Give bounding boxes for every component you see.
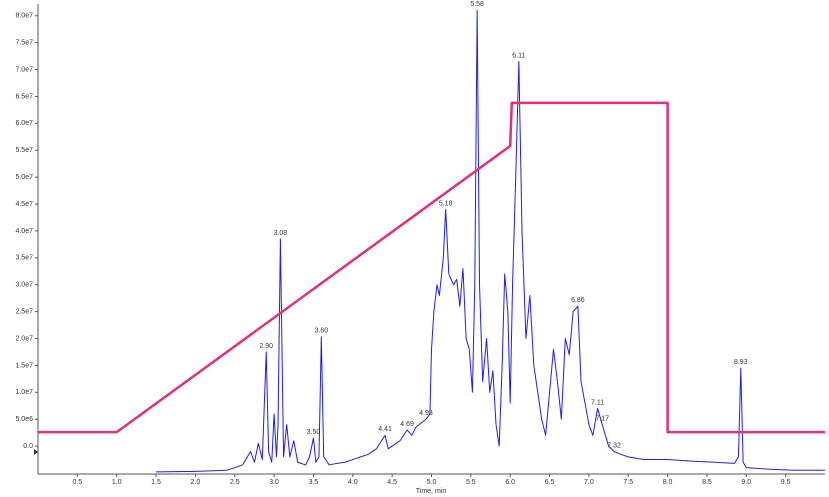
x-tick-label: 4.5 xyxy=(387,479,397,486)
x-tick-label: 2.5 xyxy=(230,479,240,486)
x-tick-label: 6.0 xyxy=(505,479,515,486)
peak-label: 6.11 xyxy=(512,52,525,59)
peak-label: 4.93 xyxy=(419,410,433,417)
peak-label: 4.69 xyxy=(400,421,414,428)
x-tick-label: 7.5 xyxy=(623,479,633,486)
peak-label: 2.90 xyxy=(259,343,273,350)
y-tick-label: 1.5e7 xyxy=(15,362,33,369)
x-tick-label: 1.0 xyxy=(112,479,122,486)
y-tick-label: 8.0e7 xyxy=(15,13,33,20)
x-tick-label: 4.0 xyxy=(348,479,358,486)
series-line xyxy=(38,101,825,434)
y-tick-label: 1.0e7 xyxy=(15,389,33,396)
peak-label: 4.41 xyxy=(378,426,392,433)
peak-label: 3.60 xyxy=(315,328,329,335)
x-tick-label: 0.5 xyxy=(72,479,82,486)
x-tick-label: 5.5 xyxy=(466,479,476,486)
axis-marker xyxy=(34,449,38,455)
x-tick-label: 5.0 xyxy=(427,479,437,486)
peak-label: 7.11 xyxy=(591,399,604,406)
peak-label: 8.93 xyxy=(734,359,748,366)
y-tick-label: 4.0e7 xyxy=(15,228,33,235)
peak-label: 5.18 xyxy=(439,200,453,207)
y-tick-label: 5.0e6 xyxy=(15,416,33,423)
y-tick-label: 0.0 xyxy=(23,443,33,450)
x-tick-label: 8.0 xyxy=(663,479,673,486)
x-tick-label: 7.0 xyxy=(584,479,594,486)
x-tick-label: 1.5 xyxy=(151,479,161,486)
y-tick-label: 2.5e7 xyxy=(15,308,33,315)
peak-label: 3.50 xyxy=(307,429,321,436)
peak-label: 3.08 xyxy=(274,230,288,237)
y-tick-label: 3.0e7 xyxy=(15,282,33,289)
y-tick-label: 5.5e7 xyxy=(15,147,33,154)
series-line xyxy=(156,9,825,473)
y-tick-label: 2.0e7 xyxy=(15,335,33,342)
y-tick-label: 6.0e7 xyxy=(15,120,33,127)
x-tick-label: 9.5 xyxy=(781,479,791,486)
x-tick-label: 2.0 xyxy=(191,479,201,486)
x-tick-label: 6.5 xyxy=(545,479,555,486)
x-tick-label: 8.5 xyxy=(702,479,712,486)
y-tick-label: 4.5e7 xyxy=(15,201,33,208)
x-axis-label: Time, min xyxy=(416,488,447,495)
y-tick-label: 5.0e7 xyxy=(15,174,33,181)
peak-label: 7.32 xyxy=(607,442,621,449)
y-tick-label: 7.0e7 xyxy=(15,66,33,73)
y-tick-label: 7.5e7 xyxy=(15,39,33,46)
peak-label: 7.17 xyxy=(595,415,609,422)
y-tick-label: 3.5e7 xyxy=(15,255,33,262)
x-tick-label: 9.0 xyxy=(741,479,751,486)
x-tick-label: 3.5 xyxy=(309,479,319,486)
x-tick-label: 3.0 xyxy=(269,479,279,486)
y-tick-label: 6.5e7 xyxy=(15,93,33,100)
peak-label: 5.58 xyxy=(470,1,484,8)
peak-label: 6.86 xyxy=(571,297,585,304)
